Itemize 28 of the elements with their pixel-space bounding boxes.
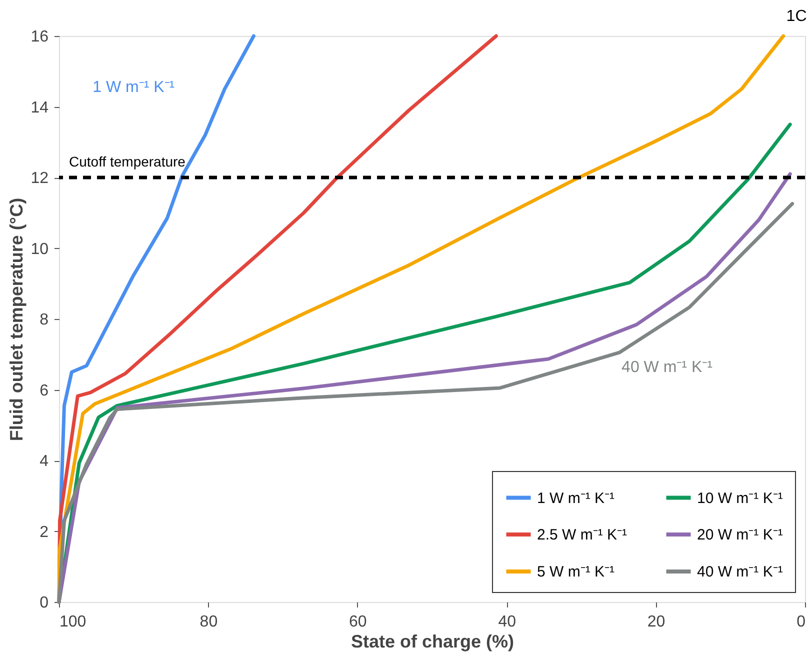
- annotation: 1 W m⁻¹ K⁻¹: [92, 78, 175, 96]
- y-tick-label: 8: [40, 312, 49, 328]
- y-tick-label: 6: [40, 382, 49, 400]
- x-axis-title: State of charge (%): [350, 632, 514, 652]
- legend-label: 40 W m⁻¹ K⁻¹: [697, 564, 783, 580]
- y-tick-label: 2: [40, 524, 49, 541]
- x-tick-label: 20: [647, 614, 666, 630]
- x-tick-label: 0: [796, 614, 806, 630]
- x-tick-label: 40: [498, 614, 516, 630]
- y-tick-label: 0: [40, 594, 49, 612]
- y-tick-label: 10: [30, 240, 49, 258]
- x-tick-label: 60: [349, 614, 367, 630]
- legend-label: 1 W m⁻¹ K⁻¹: [537, 490, 614, 507]
- y-tick-label: 12: [30, 170, 49, 187]
- legend-label: 5 W m⁻¹ K⁻¹: [537, 564, 614, 580]
- y-tick-label: 4: [40, 453, 49, 470]
- y-tick-label: 14: [30, 99, 49, 116]
- annotation: 40 W m⁻¹ K⁻¹: [622, 359, 712, 376]
- x-tick-label: 80: [200, 614, 218, 630]
- chart-title: 1C: [786, 8, 807, 25]
- y-tick-label: 16: [30, 28, 49, 46]
- x-tick-label: 100: [60, 614, 86, 630]
- legend-label: 10 W m⁻¹ K⁻¹: [697, 490, 783, 507]
- legend-label: 20 W m⁻¹ K⁻¹: [697, 526, 783, 544]
- y-axis-title: Fluid outlet temperature (°C): [6, 198, 27, 442]
- line-series: [57, 34, 498, 604]
- legend-label: 2.5 W m⁻¹ K⁻¹: [537, 526, 628, 544]
- ref-line-label: Cutoff temperature: [69, 154, 186, 170]
